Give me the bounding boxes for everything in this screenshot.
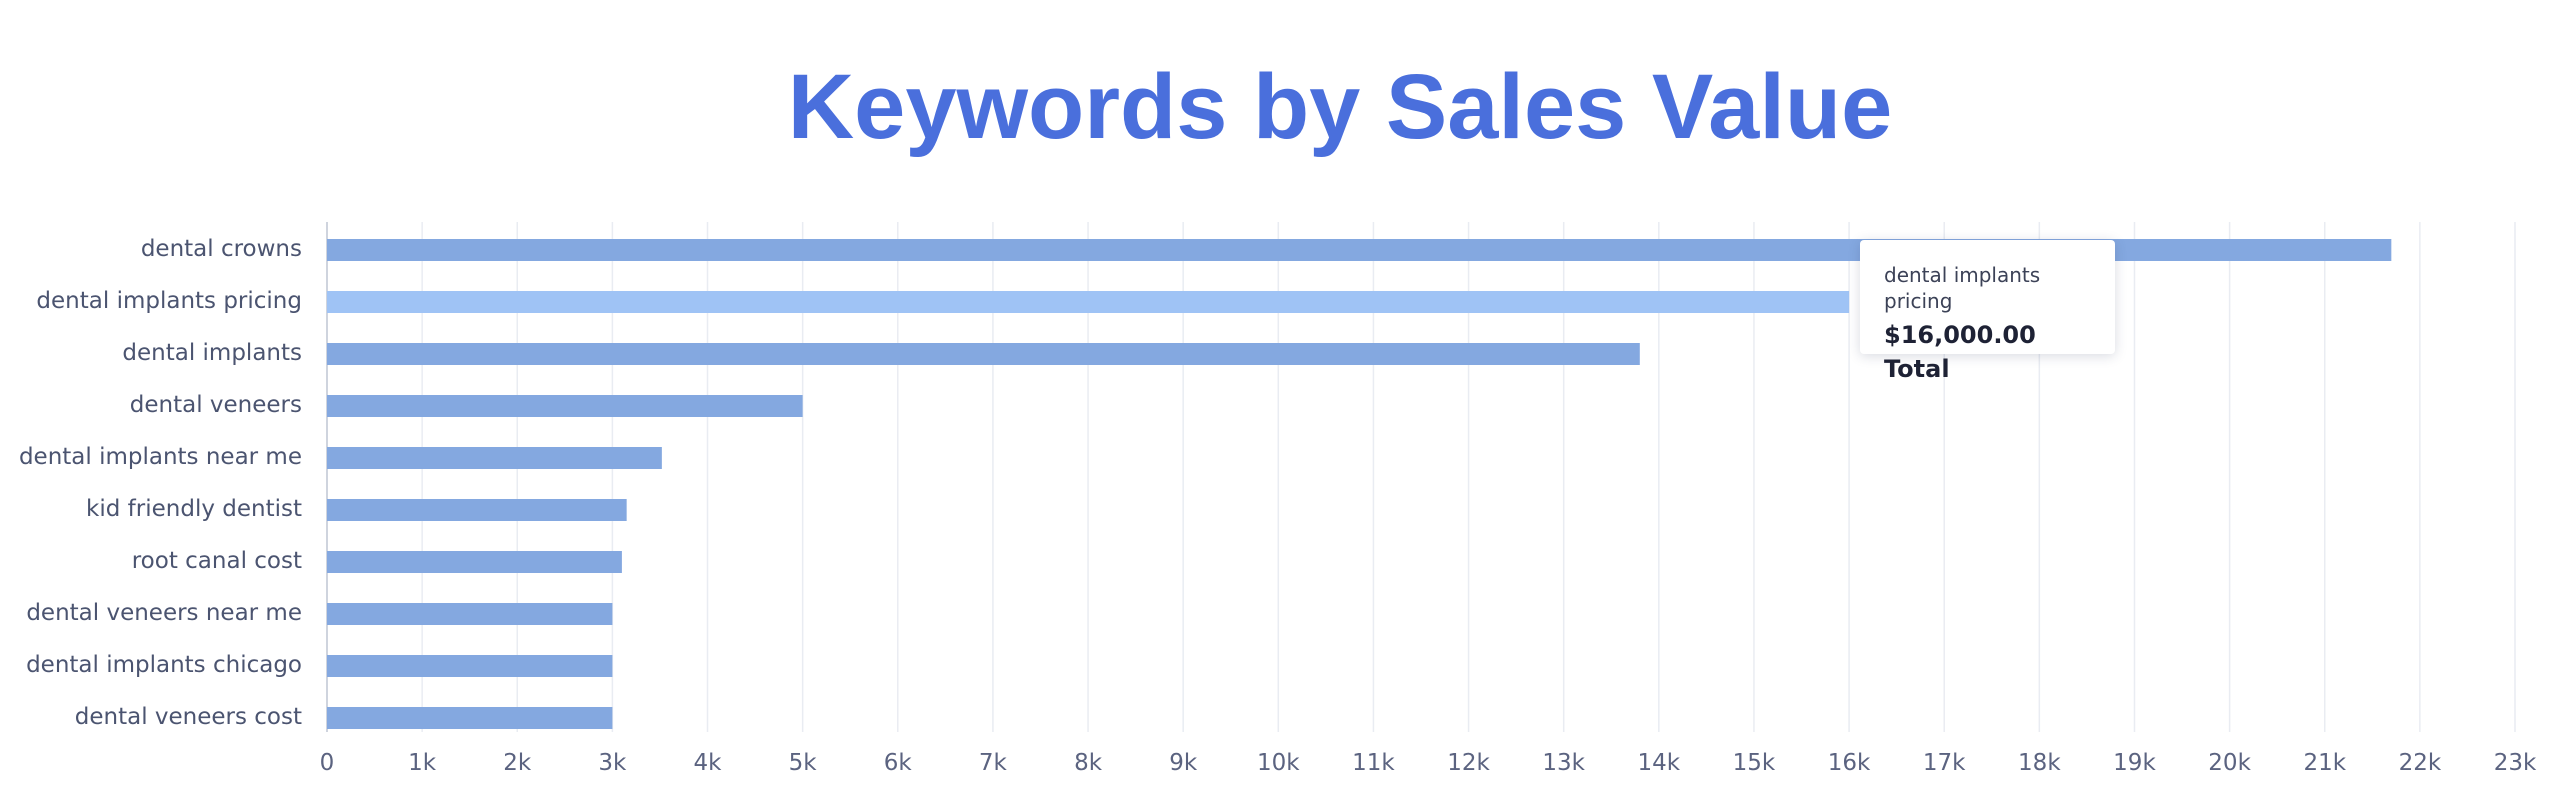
x-tick-label: 22k bbox=[2399, 750, 2442, 776]
chart-title: Keywords by Sales Value bbox=[787, 56, 1893, 158]
x-tick-label: 1k bbox=[408, 750, 437, 776]
bar[interactable] bbox=[327, 551, 622, 573]
x-tick-label: 18k bbox=[2018, 750, 2061, 776]
x-axis-tick-labels: 0 1k 2k 3k 4k 5k 6k 7k 8k 9k 10k 11k 12k 13k 14k 15k 16k… bbox=[320, 750, 2537, 776]
x-tick-label: 7k bbox=[979, 750, 1008, 776]
x-tick-label: 6k bbox=[884, 750, 913, 776]
category-label: dental implants near me bbox=[19, 444, 302, 470]
x-tick-label: 17k bbox=[1923, 750, 1966, 776]
x-tick-label: 11k bbox=[1352, 750, 1395, 776]
x-tick-label: 14k bbox=[1638, 750, 1681, 776]
bar-tooltip: dental implants pricing $16,000.00 Total bbox=[1860, 240, 2115, 383]
category-label: dental veneers near me bbox=[26, 600, 302, 626]
x-tick-label: 19k bbox=[2113, 750, 2156, 776]
bar[interactable] bbox=[327, 447, 662, 469]
bar[interactable] bbox=[327, 395, 803, 417]
x-tick-label: 15k bbox=[1733, 750, 1776, 776]
x-tick-label: 5k bbox=[789, 750, 818, 776]
x-tick-label: 20k bbox=[2208, 750, 2251, 776]
x-tick-label: 8k bbox=[1074, 750, 1103, 776]
tooltip-value: $16,000.00 Total bbox=[1884, 321, 2036, 383]
x-tick-label: 2k bbox=[503, 750, 532, 776]
category-label: dental implants pricing bbox=[36, 288, 302, 314]
category-label: kid friendly dentist bbox=[86, 496, 302, 522]
x-tick-label: 12k bbox=[1447, 750, 1490, 776]
bar[interactable] bbox=[327, 291, 1850, 313]
bar[interactable] bbox=[327, 603, 613, 625]
x-tick-label: 9k bbox=[1169, 750, 1198, 776]
bar[interactable] bbox=[327, 343, 1640, 365]
category-labels: dental crowns dental implants pricing dent… bbox=[19, 236, 302, 730]
category-label: dental implants chicago bbox=[26, 652, 302, 678]
x-tick-label: 13k bbox=[1542, 750, 1585, 776]
bar[interactable] bbox=[327, 707, 613, 729]
x-tick-label: 10k bbox=[1257, 750, 1300, 776]
bar[interactable] bbox=[327, 655, 613, 677]
x-tick-label: 23k bbox=[2494, 750, 2537, 776]
x-tick-label: 4k bbox=[694, 750, 723, 776]
x-tick-label: 0 bbox=[320, 750, 335, 776]
category-label: root canal cost bbox=[132, 548, 302, 574]
category-label: dental veneers bbox=[130, 392, 302, 418]
x-tick-label: 16k bbox=[1828, 750, 1871, 776]
x-tick-label: 3k bbox=[598, 750, 627, 776]
tooltip-category: dental implants pricing bbox=[1884, 263, 2041, 313]
x-tick-label: 21k bbox=[2303, 750, 2346, 776]
category-label: dental implants bbox=[122, 340, 302, 366]
bar[interactable] bbox=[327, 499, 627, 521]
category-label: dental crowns bbox=[141, 236, 302, 262]
category-label: dental veneers cost bbox=[75, 704, 302, 730]
